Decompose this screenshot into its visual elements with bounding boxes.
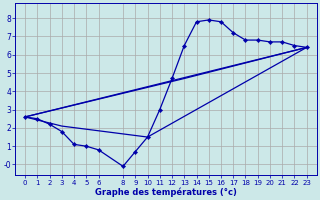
X-axis label: Graphe des températures (°c): Graphe des températures (°c) <box>95 187 237 197</box>
